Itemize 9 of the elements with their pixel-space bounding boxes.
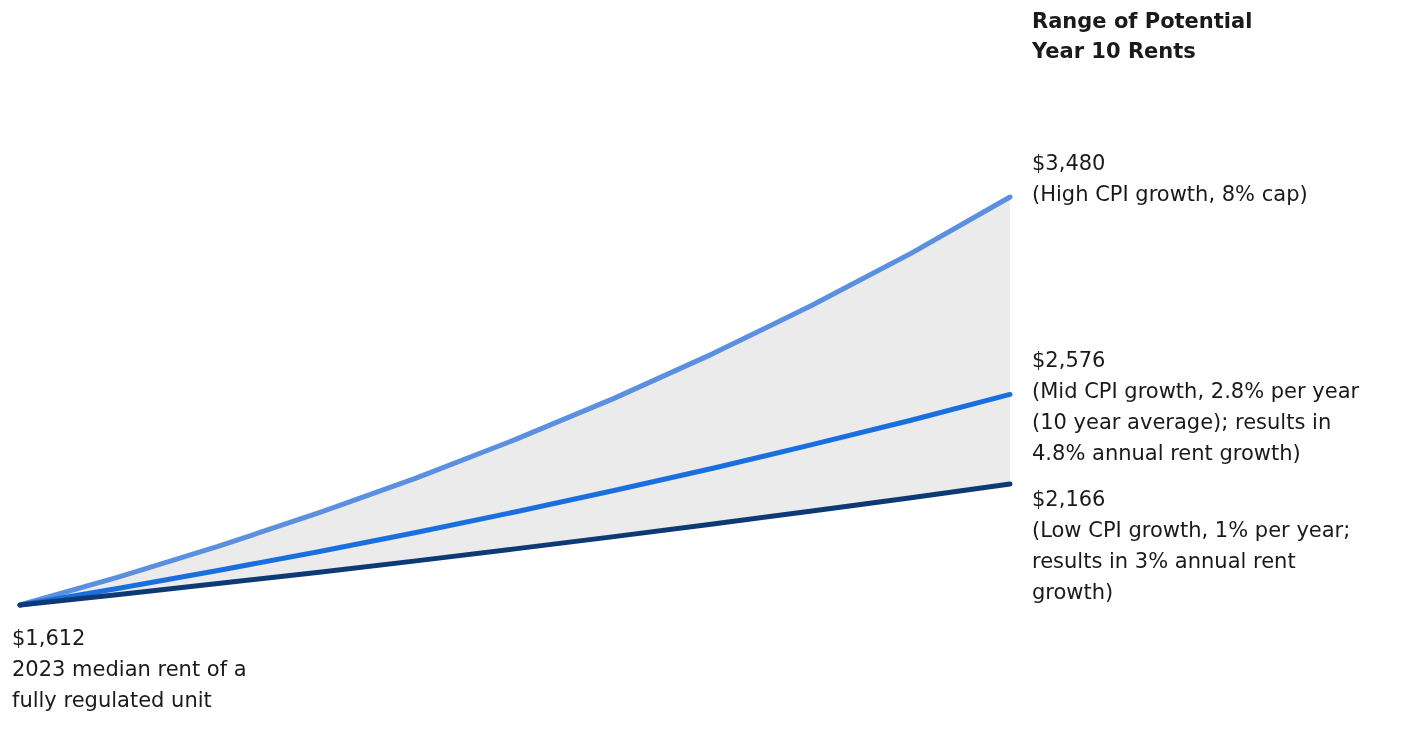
annotation: (Mid CPI growth, 2.8% per year (10 year average); results in 4.8% annual rent growth) <box>1032 379 1360 466</box>
annotation: (Low CPI growth, 1% per year; results in 3% annual rent growth) <box>1032 518 1351 604</box>
data-label: $1,612 <box>12 626 86 650</box>
data-label: $2,576 <box>1032 348 1106 373</box>
annotation: (High CPI growth, 8% cap) <box>1032 182 1308 206</box>
data-label: $2,166 <box>1032 487 1106 511</box>
text: 2023 median rent of a fully regulated unit <box>12 657 247 712</box>
text: Range of Potential Year 10 Rents <box>1031 9 1253 63</box>
data-label: $3,480 <box>1032 151 1106 175</box>
